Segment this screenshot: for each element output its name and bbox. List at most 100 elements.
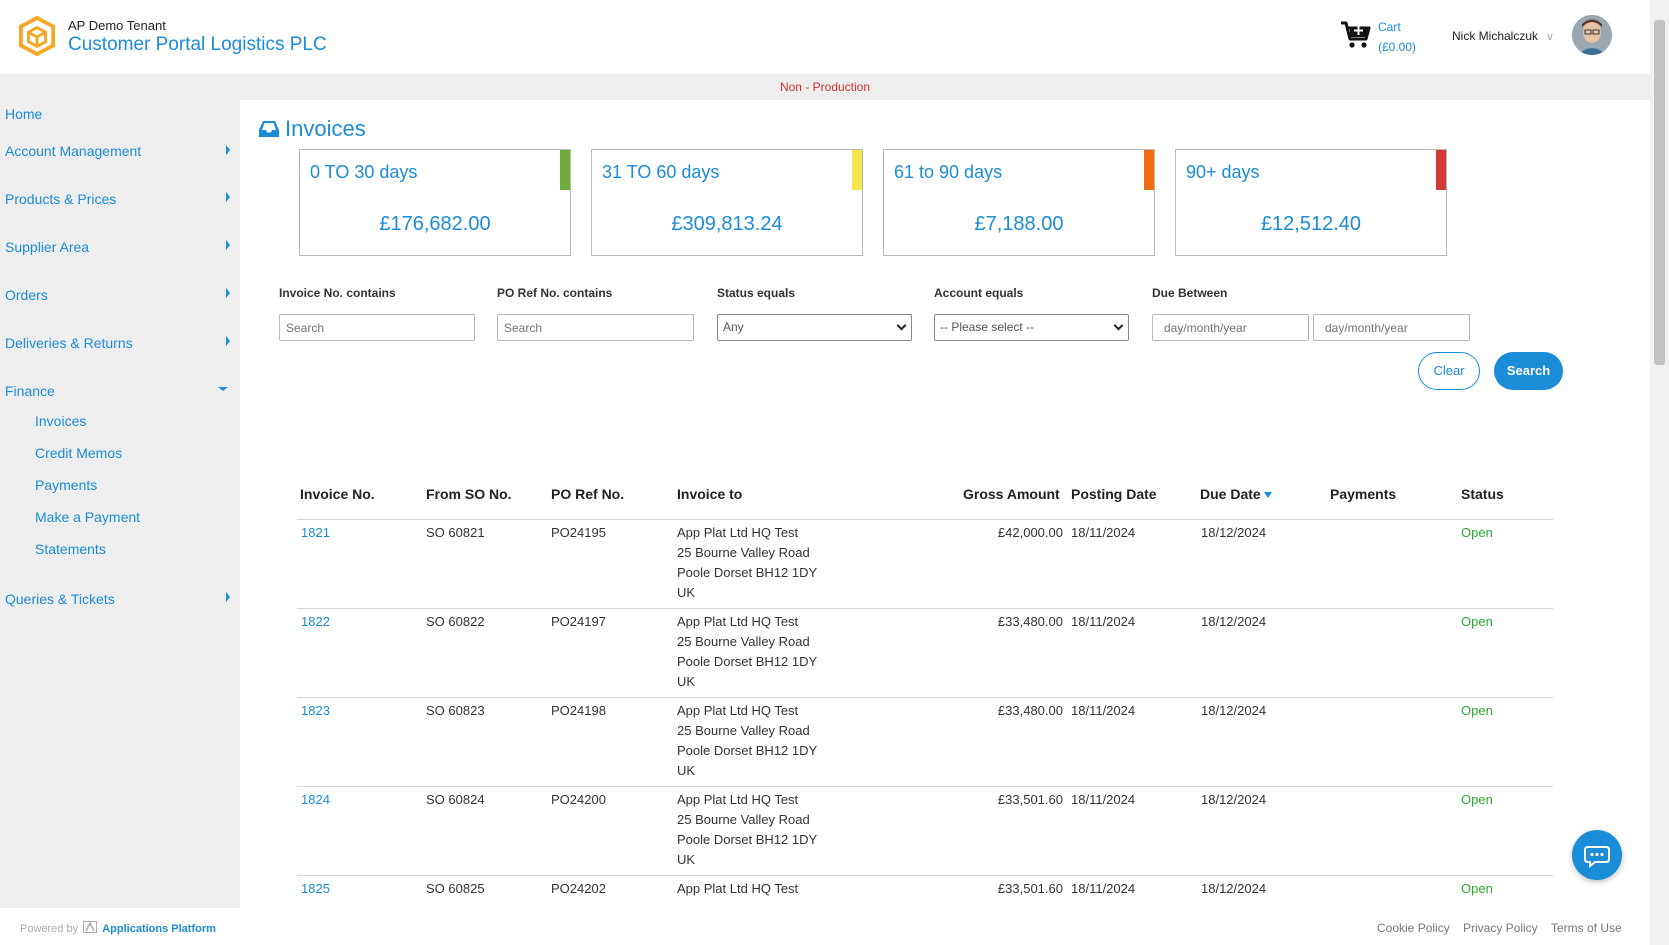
column-header-status[interactable]: Status	[1461, 486, 1504, 502]
chevron-down-icon[interactable]: ∨	[1546, 31, 1555, 43]
powered-by-prefix: Powered by	[20, 923, 79, 935]
sort-desc-icon	[1263, 492, 1272, 499]
page-scrollbar[interactable]	[1650, 0, 1669, 945]
so-no: SO 60823	[426, 703, 485, 718]
invoice-no-link[interactable]: 1824	[301, 792, 330, 807]
po-ref-search-input[interactable]	[497, 314, 694, 341]
aging-tile-90-plus[interactable]: 90+ days £12,512.40	[1175, 149, 1447, 256]
due-date: 18/12/2024	[1201, 703, 1267, 718]
posting-date: 18/11/2024	[1071, 792, 1136, 807]
chevron-right-icon[interactable]	[226, 145, 230, 155]
column-header-gross-amount[interactable]: Gross Amount	[963, 486, 1060, 502]
invoice-no-link[interactable]: 1822	[301, 614, 330, 629]
address-line: UK	[677, 585, 696, 600]
address-line: UK	[677, 763, 696, 778]
gross-amount: £33,501.60	[997, 792, 1063, 807]
tenant-name: AP Demo Tenant	[68, 18, 166, 33]
account-select[interactable]: -- Please select --	[934, 314, 1129, 341]
cookie-policy-link[interactable]: Cookie Policy	[1377, 921, 1450, 935]
due-from-date-input[interactable]	[1152, 314, 1309, 341]
aging-tile-0-30[interactable]: 0 TO 30 days £176,682.00	[299, 149, 571, 256]
sidebar-item-finance[interactable]: Finance	[5, 383, 55, 399]
status-filter-label: Status equals	[717, 286, 796, 300]
powered-by: Powered by Applications Platform	[20, 921, 216, 935]
chevron-down-icon	[1113, 320, 1124, 331]
tile-label: 31 TO 60 days	[602, 162, 720, 182]
status-select-value: Any	[723, 320, 744, 334]
so-no: SO 60824	[426, 792, 485, 807]
address-line: Poole Dorset BH12 1DY	[677, 832, 818, 847]
invoice-to-address: App Plat Ltd HQ Test 25 Bourne Valley Ro…	[677, 790, 817, 870]
chevron-right-icon[interactable]	[226, 288, 230, 298]
scrollbar-thumb[interactable]	[1654, 20, 1665, 365]
chevron-right-icon[interactable]	[226, 240, 230, 250]
sidebar-subitem-payments[interactable]: Payments	[35, 477, 98, 493]
privacy-policy-link[interactable]: Privacy Policy	[1463, 921, 1538, 935]
tile-color-flag	[1144, 150, 1154, 190]
powered-by-brand[interactable]: Applications Platform	[102, 923, 216, 935]
column-header-po-ref-no[interactable]: PO Ref No.	[551, 486, 625, 502]
address-line: Poole Dorset BH12 1DY	[677, 565, 818, 580]
address-line: 25 Bourne Valley Road	[677, 812, 810, 827]
chevron-right-icon[interactable]	[226, 336, 230, 346]
tile-color-flag	[852, 150, 862, 190]
aging-tile-61-90[interactable]: 61 to 90 days £7,188.00	[883, 149, 1155, 256]
sidebar-subitem-credit-memos[interactable]: Credit Memos	[35, 445, 123, 461]
invoice-no-link[interactable]: 1821	[301, 525, 330, 540]
sidebar-item-account-management[interactable]: Account Management	[5, 143, 142, 159]
platform-logo-icon	[83, 921, 98, 933]
status-badge: Open	[1461, 525, 1493, 540]
sidebar-item-queries-tickets[interactable]: Queries & Tickets	[5, 591, 115, 607]
sidebar-subitem-invoices[interactable]: Invoices	[35, 413, 87, 429]
status-badge: Open	[1461, 881, 1493, 896]
avatar[interactable]	[1572, 15, 1612, 55]
invoice-no-search-input[interactable]	[279, 314, 475, 341]
user-menu-name[interactable]: Nick Michalczuk	[1452, 29, 1539, 43]
invoice-no-filter-label: Invoice No. contains	[279, 286, 396, 300]
column-header-posting-date[interactable]: Posting Date	[1071, 486, 1157, 502]
tile-label: 90+ days	[1186, 162, 1260, 182]
row-divider	[297, 519, 1553, 520]
aging-tile-31-60[interactable]: 31 TO 60 days £309,813.24	[591, 149, 863, 256]
so-no: SO 60825	[426, 881, 485, 896]
sidebar-subitem-make-a-payment[interactable]: Make a Payment	[35, 509, 141, 525]
po-ref: PO24198	[551, 703, 606, 718]
caret-down-icon[interactable]	[218, 387, 228, 391]
sidebar-item-products-prices[interactable]: Products & Prices	[5, 191, 117, 207]
sidebar-item-home[interactable]: Home	[5, 106, 43, 122]
chevron-right-icon[interactable]	[226, 192, 230, 202]
sidebar-item-deliveries-returns[interactable]: Deliveries & Returns	[5, 335, 133, 351]
sidebar-subitem-statements[interactable]: Statements	[35, 541, 106, 557]
cart-amount[interactable]: (£0.00)	[1378, 40, 1417, 54]
clear-button[interactable]: Clear	[1418, 352, 1480, 390]
sidebar-item-supplier-area[interactable]: Supplier Area	[5, 239, 90, 255]
hexagon-cube-icon[interactable]	[18, 16, 56, 56]
address-line: Poole Dorset BH12 1DY	[677, 654, 818, 669]
invoice-no-link[interactable]: 1823	[301, 703, 330, 718]
column-header-payments[interactable]: Payments	[1330, 486, 1397, 502]
column-header-invoice-to[interactable]: Invoice to	[677, 486, 743, 502]
invoice-no-link[interactable]: 1825	[301, 881, 330, 896]
sidebar-item-orders[interactable]: Orders	[5, 287, 48, 303]
gross-amount: £42,000.00	[997, 525, 1063, 540]
column-header-invoice-no[interactable]: Invoice No.	[300, 486, 375, 502]
column-header-due-date[interactable]: Due Date	[1200, 486, 1272, 502]
invoice-to-address: App Plat Ltd HQ Test 25 Bourne Valley Ro…	[677, 523, 817, 603]
address-line: App Plat Ltd HQ Test	[677, 525, 799, 540]
posting-date: 18/11/2024	[1071, 614, 1136, 629]
account-select-value: -- Please select --	[940, 320, 1035, 334]
due-date: 18/12/2024	[1201, 881, 1267, 896]
cart-icon[interactable]	[1340, 20, 1372, 50]
search-button[interactable]: Search	[1494, 352, 1563, 390]
po-ref: PO24197	[551, 614, 606, 629]
chat-button[interactable]	[1572, 830, 1622, 880]
column-header-from-so-no[interactable]: From SO No.	[426, 486, 512, 502]
due-to-date-input[interactable]	[1313, 314, 1470, 341]
chat-bubble-icon	[1584, 846, 1610, 869]
chevron-right-icon[interactable]	[226, 592, 230, 602]
terms-of-use-link[interactable]: Terms of Use	[1551, 921, 1622, 935]
portal-title[interactable]: Customer Portal Logistics PLC	[68, 34, 327, 55]
status-select[interactable]: Any	[717, 314, 912, 341]
cart-link[interactable]: Cart	[1378, 20, 1401, 34]
due-date: 18/12/2024	[1201, 792, 1267, 807]
